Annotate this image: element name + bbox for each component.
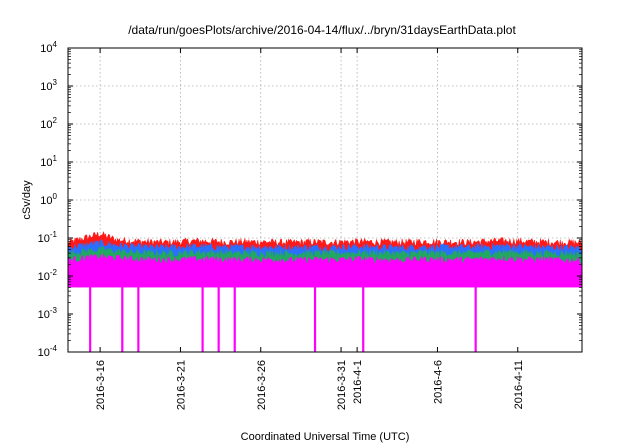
x-tick-label: 2016-4-1 (352, 360, 364, 404)
y-tick-label: 10-2 (38, 268, 58, 283)
y-tick-exponent: -3 (50, 306, 58, 315)
y-tick-exponent: -2 (50, 268, 58, 277)
dropout-spike (587, 286, 589, 352)
y-tick-exponent: 0 (53, 192, 58, 201)
y-tick-label: 103 (40, 78, 57, 93)
dropout-spike (137, 286, 140, 352)
x-tick-label: 2016-3-21 (175, 360, 187, 410)
chart-title: /data/run/goesPlots/archive/2016-04-14/f… (128, 23, 516, 37)
y-tick-exponent: -4 (50, 344, 58, 353)
dropout-spike (233, 286, 236, 352)
x-tick-label: 2016-3-16 (95, 360, 107, 410)
y-tick-exponent: 2 (53, 116, 58, 125)
y-tick-label: 102 (40, 116, 57, 131)
plot-data (68, 230, 589, 352)
dropout-spike (474, 286, 477, 352)
dropout-spike (89, 286, 92, 352)
y-tick-label: 104 (40, 40, 57, 55)
y-tick-label: 100 (40, 192, 57, 207)
y-tick-label: 10-4 (38, 344, 58, 359)
below-floor-region (68, 287, 582, 352)
y-tick-exponent: 3 (53, 78, 58, 87)
x-tick-label: 2016-3-31 (336, 360, 348, 410)
y-tick-exponent: 4 (53, 40, 58, 49)
dropout-spike (362, 286, 365, 352)
y-tick-label: 10-3 (38, 306, 58, 321)
dropout-spike (121, 286, 124, 352)
y-tick-exponent: -1 (50, 230, 58, 239)
dropout-spike (217, 286, 220, 352)
y-tick-exponent: 1 (53, 154, 58, 163)
x-axis-label: Coordinated Universal Time (UTC) (241, 431, 410, 443)
y-axis-label: cSv/day (21, 180, 33, 220)
dropout-spike (313, 286, 317, 352)
y-tick-label: 10-1 (38, 230, 58, 245)
dropout-spike (201, 286, 204, 352)
x-tick-label: 2016-4-11 (513, 360, 525, 409)
x-tick-label: 2016-4-6 (432, 360, 444, 404)
x-axis: 2016-3-16 2016-3-21 2016-3-26 2016-3-31 2016… (95, 48, 525, 410)
y-tick-label: 101 (40, 154, 57, 169)
x-tick-label: 2016-3-26 (256, 360, 268, 410)
